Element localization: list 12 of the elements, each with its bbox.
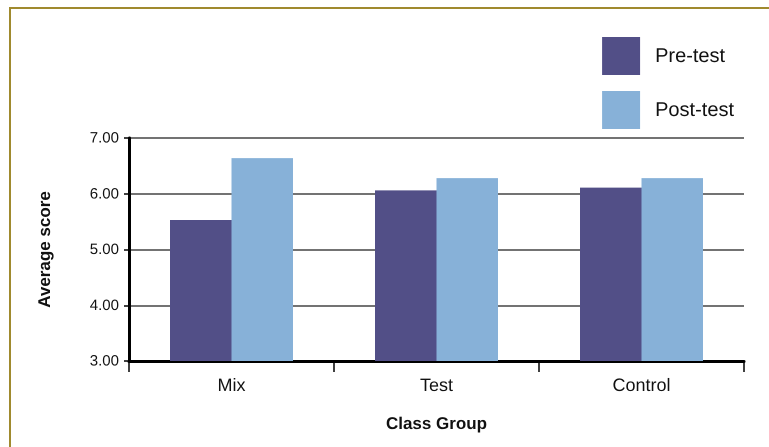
y-tick-label: 4.00	[90, 296, 119, 314]
x-tick-label: Test	[420, 375, 454, 395]
legend-label: Pre-test	[655, 45, 726, 67]
y-axis-title: Average score	[35, 191, 54, 308]
y-tick-label: 3.00	[90, 352, 119, 370]
legend-label: Post-test	[655, 99, 734, 121]
y-tick-label: 7.00	[90, 130, 119, 146]
x-tick-label: Control	[612, 375, 671, 395]
x-tick-label: Mix	[218, 375, 246, 395]
x-axis-title: Class Group	[386, 414, 488, 433]
y-tick-label: 6.00	[90, 185, 119, 202]
y-tick-label: 5.00	[90, 241, 119, 258]
